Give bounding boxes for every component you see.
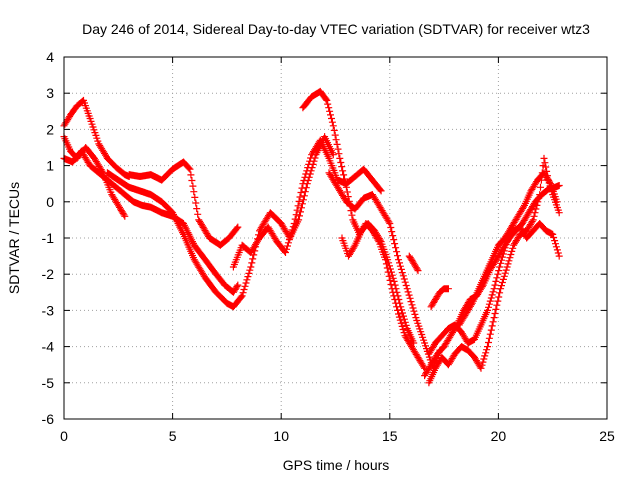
x-tick-label: 20	[491, 428, 507, 444]
series-track-1	[60, 96, 133, 180]
data-points	[60, 87, 563, 387]
y-tick-label: -4	[42, 339, 55, 355]
data-marker	[455, 169, 561, 329]
data-marker	[325, 169, 444, 372]
data-marker	[60, 133, 129, 220]
series-track-14	[427, 285, 452, 311]
data-marker	[405, 252, 422, 275]
y-tick-label: -3	[42, 302, 55, 318]
y-tick-label: 1	[46, 158, 54, 174]
y-tick-label: -1	[42, 230, 55, 246]
series-track-9	[338, 220, 418, 347]
series-track-8	[325, 169, 444, 372]
data-marker	[125, 158, 242, 249]
series-track-3	[60, 133, 129, 220]
y-tick-label: -2	[42, 266, 55, 282]
x-axis-label: GPS time / hours	[283, 457, 390, 473]
data-marker	[427, 285, 452, 311]
x-axis-ticks: 0 5 10 15 20 25	[60, 57, 615, 444]
series-track-10	[405, 252, 422, 275]
y-tick-label: 2	[46, 121, 54, 137]
data-marker	[338, 220, 418, 347]
series-track-11	[421, 182, 563, 380]
series-track-15	[455, 169, 561, 329]
series-track-12	[425, 154, 563, 387]
data-marker	[425, 154, 563, 387]
series-track-13	[425, 220, 563, 358]
x-tick-label: 15	[382, 428, 398, 444]
y-tick-label: 0	[46, 194, 54, 210]
data-marker	[229, 136, 385, 271]
y-tick-label: 3	[46, 85, 54, 101]
y-tick-label: 4	[46, 49, 54, 65]
series-track-6	[229, 136, 385, 271]
x-tick-label: 10	[273, 428, 289, 444]
x-tick-label: 5	[169, 428, 177, 444]
data-marker	[421, 182, 563, 380]
series-track-4	[60, 147, 242, 296]
y-axis-label: SDTVAR / TECUs	[6, 182, 22, 294]
chart-title: Day 246 of 2014, Sidereal Day-to-day VTE…	[82, 21, 590, 37]
data-marker	[60, 147, 242, 296]
y-axis-ticks: -6 -5 -4 -3 -2 -1 0 1 2 3 4	[42, 49, 607, 427]
x-tick-label: 25	[599, 428, 615, 444]
x-tick-label: 0	[60, 428, 68, 444]
series-track-2	[125, 158, 242, 249]
data-marker	[425, 220, 563, 358]
y-tick-label: -6	[42, 411, 55, 427]
data-marker	[60, 96, 133, 180]
y-tick-label: -5	[42, 375, 55, 391]
